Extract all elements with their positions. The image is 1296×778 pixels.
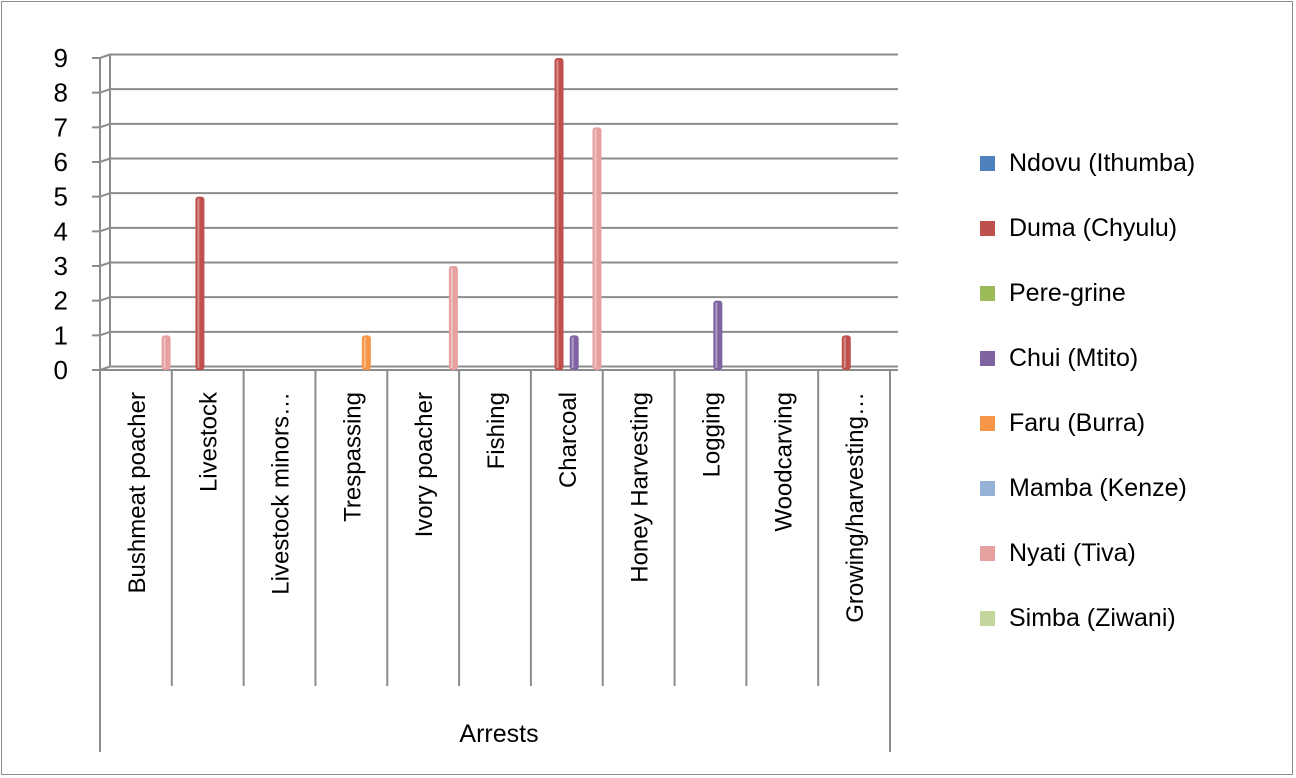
y-tick-label: 7 <box>54 112 68 142</box>
category-label: Bushmeat poacher <box>124 392 151 593</box>
legend-label: Mamba (Kenze) <box>1009 473 1187 502</box>
y-tick-label: 0 <box>54 355 68 385</box>
bar <box>448 266 458 370</box>
bar <box>569 335 579 370</box>
bar-highlight <box>594 129 597 368</box>
category-label: Fishing <box>483 392 510 469</box>
category-label: Livestock <box>196 391 223 492</box>
x-axis-title: Arrests <box>459 720 538 748</box>
bar-highlight <box>556 60 559 368</box>
bar-body <box>841 335 851 370</box>
legend-swatch <box>980 155 995 171</box>
bar <box>554 58 564 370</box>
category-label: Honey Harvesting <box>627 392 654 583</box>
bar-body <box>554 58 564 370</box>
legend-item: Nyati (Tiva) <box>980 538 1136 568</box>
y-tick-label: 1 <box>54 320 68 350</box>
gridline-depth <box>99 192 111 198</box>
gridline-depth <box>99 296 111 302</box>
y-tick-label: 4 <box>54 216 68 246</box>
y-tick-label: 6 <box>54 147 68 177</box>
bar-body <box>592 127 602 370</box>
legend-item: Duma (Chyulu) <box>980 213 1177 243</box>
category-label: Livestock minors… <box>268 392 295 595</box>
legend-label: Ndovu (Ithumba) <box>1009 148 1196 177</box>
bar-body <box>713 300 723 370</box>
gridline-depth <box>99 226 111 233</box>
legend-swatch <box>980 220 995 236</box>
bar-highlight <box>715 302 718 368</box>
bar <box>361 335 371 370</box>
gridline-depth <box>99 88 111 94</box>
legend-item: Mamba (Kenze) <box>980 473 1187 503</box>
legend-swatch <box>980 350 995 366</box>
bar-highlight <box>363 337 366 368</box>
bar-highlight <box>197 198 200 368</box>
bar-body <box>448 266 458 370</box>
y-tick-label: 5 <box>54 182 68 212</box>
bar-body <box>161 335 171 370</box>
category-label: Charcoal <box>555 392 582 488</box>
legend-item: Chui (Mtito) <box>980 343 1138 373</box>
gridline-depth <box>99 157 111 163</box>
legend-swatch <box>980 480 995 496</box>
legend-label: Duma (Chyulu) <box>1009 213 1178 242</box>
y-tick-label: 8 <box>54 78 68 108</box>
category-label: Trespassing <box>339 392 366 522</box>
legend-label: Chui (Mtito) <box>1009 343 1139 372</box>
legend-swatch <box>980 610 995 626</box>
y-tick-label: 2 <box>54 286 68 316</box>
bar-highlight <box>571 337 574 368</box>
bar-highlight <box>163 337 166 368</box>
bar-highlight <box>843 337 846 368</box>
gridline-depth <box>99 330 111 337</box>
legend-label: Nyati (Tiva) <box>1009 538 1136 567</box>
legend-item: Faru (Burra) <box>980 408 1145 438</box>
gridline-depth <box>99 53 111 59</box>
y-tick-label: 3 <box>54 251 68 281</box>
bar <box>841 335 851 370</box>
y-tick-label: 9 <box>54 43 68 73</box>
gridline-depth <box>99 122 111 129</box>
bar-body <box>195 196 205 370</box>
legend-label: Simba (Ziwani) <box>1009 603 1176 632</box>
bar-highlight <box>450 268 453 368</box>
category-label: Growing/harvesting… <box>842 392 869 623</box>
legend-swatch <box>980 415 995 431</box>
gridline-depth <box>99 261 111 267</box>
legend-label: Pere-grine <box>1009 278 1126 307</box>
bar <box>195 196 205 370</box>
bar <box>592 127 602 370</box>
bar-body <box>569 335 579 370</box>
legend-swatch <box>980 545 995 561</box>
legend-swatch <box>980 285 995 301</box>
legend-item: Simba (Ziwani) <box>980 603 1176 633</box>
legend-item: Pere-grine <box>980 278 1126 308</box>
bar <box>161 335 171 370</box>
legend-item: Ndovu (Ithumba) <box>980 148 1195 178</box>
category-label: Logging <box>698 392 725 477</box>
legend-label: Faru (Burra) <box>1009 408 1146 437</box>
category-label: Woodcarving <box>770 392 797 532</box>
bar <box>713 300 723 370</box>
category-label: Ivory poacher <box>411 392 438 537</box>
bar-body <box>361 335 371 370</box>
